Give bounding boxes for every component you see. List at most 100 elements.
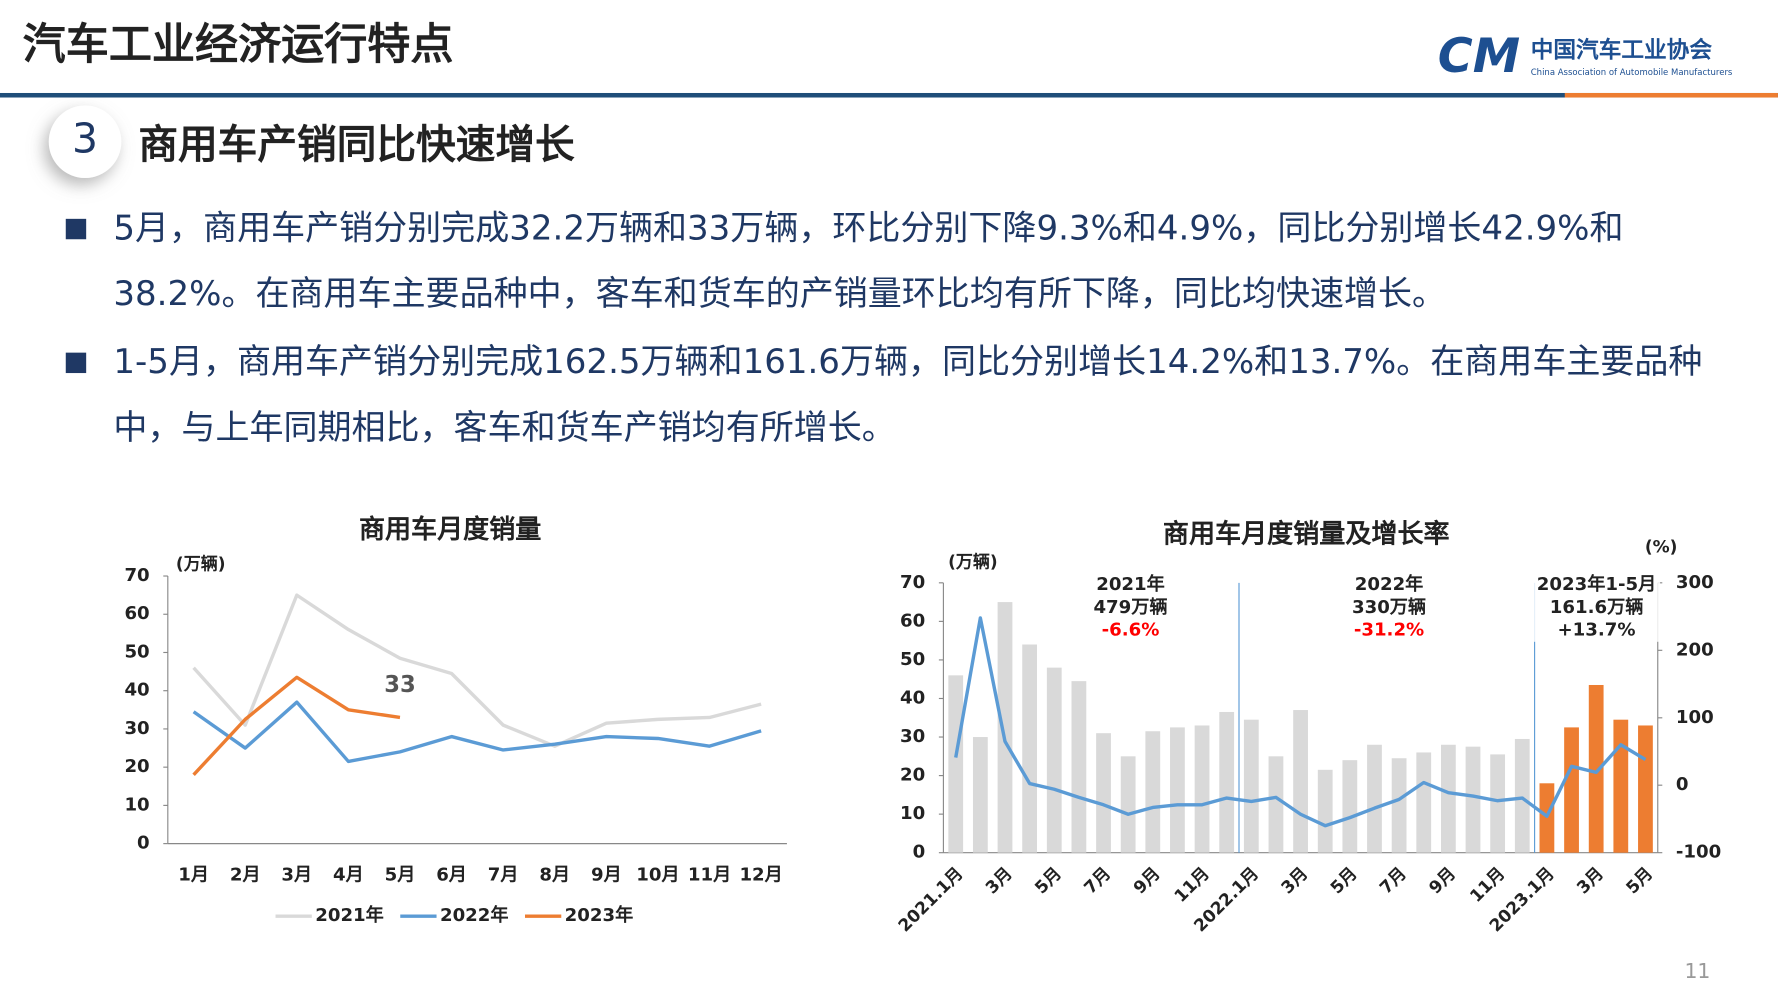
- x-tick-label: 5月: [1031, 864, 1066, 899]
- x-tick-label: 5月: [1327, 864, 1362, 899]
- logo-en: China Association of Automobile Manufact…: [1531, 68, 1733, 78]
- x-tick-label: 3月: [281, 864, 312, 885]
- axis-unit: (万辆): [176, 554, 226, 575]
- x-tick-label: 3月: [1278, 864, 1313, 899]
- x-tick-label: 10月: [636, 864, 679, 885]
- chart-title: 商用车月度销量: [359, 514, 541, 545]
- y2-tick-label: 100: [1676, 707, 1714, 728]
- bar: [1613, 719, 1629, 853]
- x-tick-label: 3月: [1573, 864, 1608, 899]
- legend-label: 2021年: [315, 904, 384, 926]
- bar: [1268, 756, 1284, 853]
- bar: [1293, 710, 1308, 853]
- bar: [1145, 731, 1161, 853]
- y2-tick-label: 200: [1676, 639, 1714, 660]
- x-tick-label: 11月: [1466, 864, 1509, 907]
- x-tick-label: 9月: [1425, 864, 1460, 899]
- annotation-bg: [1067, 571, 1194, 642]
- legend-label: 2023年: [565, 904, 634, 926]
- y-tick-label: 0: [137, 833, 150, 854]
- line-series: [192, 675, 401, 776]
- bullet-square: [65, 218, 87, 240]
- axis-unit: (万辆): [948, 551, 998, 572]
- bar: [1416, 752, 1432, 853]
- y-tick-label: 60: [900, 610, 925, 631]
- y-tick-label: 60: [124, 603, 149, 624]
- y-tick-label: 20: [900, 765, 925, 786]
- logo-mark: CM: [1438, 29, 1520, 84]
- x-tick-label: 7月: [1376, 864, 1411, 899]
- slide-title: 汽车工业经济运行特点: [23, 20, 454, 70]
- y-tick-label: 20: [124, 756, 149, 777]
- line-series: [192, 593, 762, 748]
- legend-label: 2022年: [440, 904, 509, 926]
- bar: [1194, 725, 1210, 853]
- x-tick-label: 5月: [1623, 864, 1658, 899]
- annotation-change: -6.6%: [1102, 619, 1160, 640]
- x-tick-label: 8月: [539, 864, 570, 885]
- y-tick-label: 50: [900, 649, 925, 670]
- y2-tick-label: -100: [1676, 842, 1721, 863]
- bar: [1514, 738, 1530, 853]
- bar: [1071, 681, 1087, 853]
- x-tick-label: 3月: [982, 864, 1017, 899]
- line-series: [954, 616, 1647, 828]
- y2-tick-label: 0: [1676, 774, 1689, 795]
- x-tick-label: 2021.1月: [895, 864, 968, 937]
- bar: [1342, 760, 1358, 853]
- annotation-total: 330万辆: [1352, 596, 1426, 618]
- chart-title: 商用车月度销量及增长率: [1163, 519, 1450, 550]
- y2-tick-label: 300: [1676, 572, 1714, 593]
- annotation-change: -31.2%: [1354, 619, 1424, 640]
- header-rule-accent: [1564, 92, 1778, 98]
- y-tick-label: 30: [900, 726, 925, 747]
- data-label: 33: [384, 672, 416, 698]
- bar: [1243, 719, 1259, 853]
- x-tick-label: 7月: [1081, 864, 1116, 899]
- y-tick-label: 40: [900, 687, 925, 708]
- bar: [1219, 711, 1235, 853]
- x-tick-label: 7月: [488, 864, 519, 885]
- bullet-text: 5月，商用车产销分别完成32.2万辆和33万辆，环比分别下降9.3%和4.9%，…: [113, 208, 1624, 315]
- bar: [1638, 725, 1653, 853]
- x-tick-label: 12月: [739, 864, 782, 885]
- bullet-text: 1-5月，商用车产销分别完成162.5万辆和161.6万辆，同比分别增长14.2…: [113, 342, 1703, 448]
- annotation-change: +13.7%: [1557, 619, 1635, 640]
- bar: [1539, 783, 1555, 853]
- bar: [1096, 733, 1111, 853]
- annotation-label: 2022年: [1355, 573, 1424, 595]
- bar: [1367, 744, 1382, 853]
- section-badge: [48, 105, 122, 179]
- x-tick-label: 4月: [333, 864, 364, 885]
- x-tick-label: 2月: [230, 864, 261, 885]
- x-tick-label: 9月: [1130, 864, 1165, 899]
- annotation-bg: [1533, 571, 1661, 642]
- x-tick-label: 11月: [688, 864, 731, 885]
- x-tick-label: 11月: [1171, 864, 1214, 907]
- y-tick-label: 10: [900, 803, 925, 824]
- bar: [1588, 684, 1604, 853]
- bar: [1317, 769, 1333, 853]
- bar: [1564, 727, 1579, 853]
- annotation-total: 161.6万辆: [1550, 596, 1644, 618]
- y-tick-label: 10: [124, 794, 149, 815]
- y-tick-label: 0: [913, 842, 926, 863]
- annotation-label: 2021年: [1096, 573, 1165, 595]
- x-tick-label: 6月: [436, 864, 467, 885]
- section-number: 3: [72, 115, 98, 163]
- bar: [1170, 727, 1185, 853]
- annotation-total: 479万辆: [1093, 596, 1167, 618]
- x-tick-label: 5月: [385, 864, 416, 885]
- bar: [1046, 667, 1062, 853]
- bar: [1391, 758, 1407, 853]
- section-title: 商用车产销同比快速增长: [138, 122, 575, 168]
- bar: [997, 602, 1013, 853]
- bar: [1022, 644, 1038, 853]
- line-series: [192, 700, 762, 764]
- bar: [1490, 754, 1506, 853]
- axis-unit: (%): [1645, 538, 1678, 558]
- bar: [1440, 744, 1456, 853]
